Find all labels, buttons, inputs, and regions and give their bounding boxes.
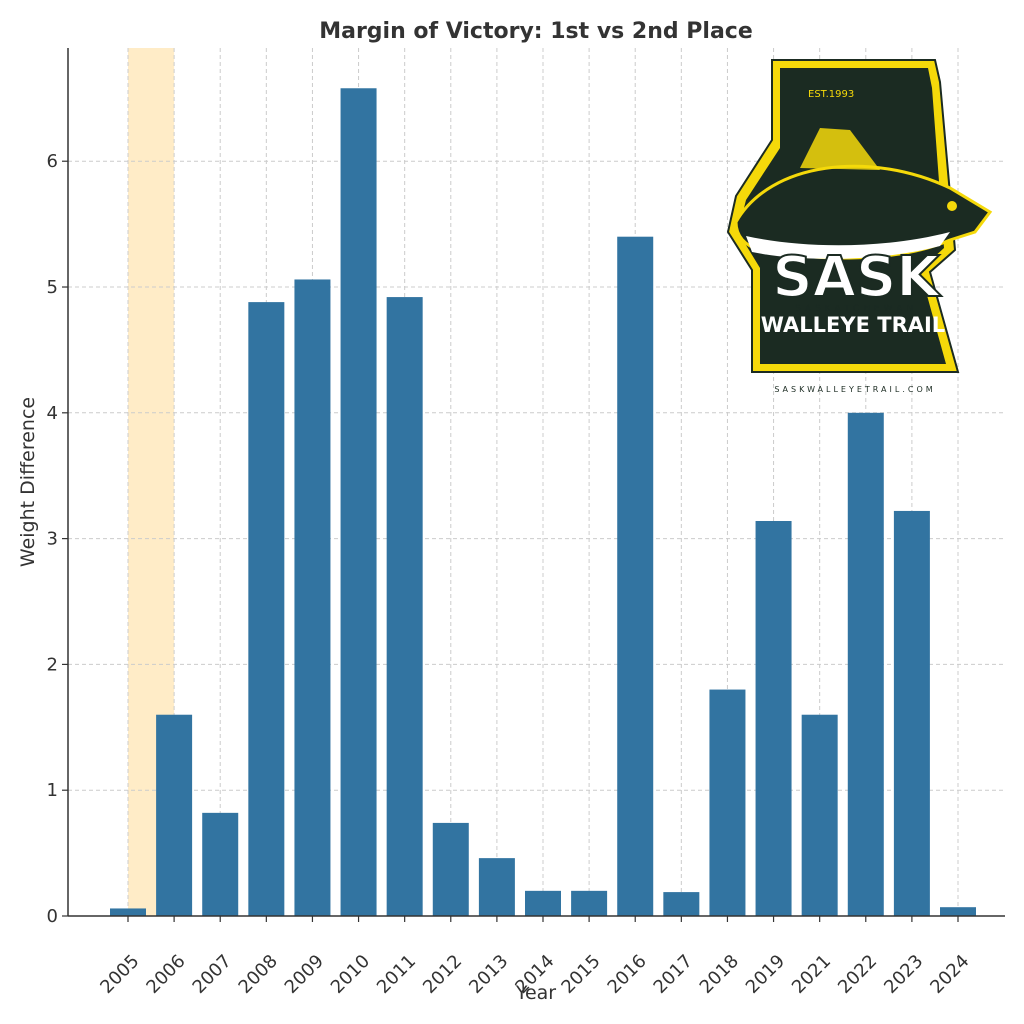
x-tick-label: 2016 xyxy=(604,951,651,998)
y-tick-label: 1 xyxy=(47,780,58,801)
walleye-fin-icon xyxy=(800,128,880,170)
walleye-eye-icon xyxy=(947,201,957,211)
y-tick-label: 0 xyxy=(47,906,58,927)
walleye-belly-icon xyxy=(746,232,950,259)
x-axis-label: Year xyxy=(515,982,556,1004)
bars-layer xyxy=(110,88,976,917)
logo-name-text: SASK xyxy=(772,245,942,310)
sask-walleye-trail-logo: EST.1993 SASK SASKATCHEWAN WALLEYE TRAIL… xyxy=(726,59,993,394)
x-tick-label: 2015 xyxy=(557,951,604,998)
x-tick-label: 2009 xyxy=(281,951,328,998)
x-tick-label: 2011 xyxy=(373,951,420,998)
bar-2017 xyxy=(663,892,700,916)
bar-2022 xyxy=(847,412,884,916)
x-tick-label: 2005 xyxy=(96,951,143,998)
x-tick-label: 2019 xyxy=(742,951,789,998)
bar-2018 xyxy=(709,689,746,916)
y-tick-label: 2 xyxy=(47,654,58,675)
logo-est-text: EST.1993 xyxy=(808,89,854,100)
axes-layer xyxy=(67,48,1005,917)
bar-2008 xyxy=(248,302,285,917)
x-tick-label: 2013 xyxy=(465,951,512,998)
x-tick-label: 2022 xyxy=(834,951,881,998)
bar-2015 xyxy=(571,890,608,916)
y-tick-label: 6 xyxy=(47,151,58,172)
bar-2005 xyxy=(110,908,146,916)
bar-2009 xyxy=(294,279,331,916)
bar-2021 xyxy=(801,714,838,916)
bar-2016 xyxy=(617,236,654,916)
chart-title: Margin of Victory: 1st vs 2nd Place xyxy=(319,19,753,44)
x-tick-label: 2023 xyxy=(880,951,927,998)
x-tick-label: 2008 xyxy=(235,951,282,998)
bar-2023 xyxy=(893,510,930,916)
logo-url-text: SASKWALLEYETRAIL.COM xyxy=(774,385,935,394)
y-tick-label: 5 xyxy=(47,277,58,298)
x-tick-label: 2010 xyxy=(327,951,374,998)
x-tick-label: 2021 xyxy=(788,951,835,998)
bar-2014 xyxy=(525,890,561,916)
bar-2013 xyxy=(478,858,515,916)
x-tick-label: 2006 xyxy=(142,951,189,998)
y-tick-label: 4 xyxy=(47,403,58,424)
x-tick-label: 2024 xyxy=(926,951,973,998)
logo-subtitle-text: WALLEYE TRAIL xyxy=(761,313,945,337)
bar-2024 xyxy=(940,907,976,916)
bar-2007 xyxy=(202,812,239,916)
bar-2010 xyxy=(340,88,377,917)
bar-2011 xyxy=(386,297,423,916)
x-tick-label: 2018 xyxy=(696,951,743,998)
x-tick-label: 2017 xyxy=(650,951,697,998)
x-tick-label: 2007 xyxy=(189,951,236,998)
logo-region-text: SASKATCHEWAN xyxy=(795,304,917,314)
y-tick-label: 3 xyxy=(47,529,58,550)
y-axis-label: Weight Difference xyxy=(17,397,39,567)
bar-2006 xyxy=(156,714,193,916)
x-tick-label: 2012 xyxy=(419,951,466,998)
bar-2019 xyxy=(755,520,792,916)
bar-2012 xyxy=(432,822,469,916)
